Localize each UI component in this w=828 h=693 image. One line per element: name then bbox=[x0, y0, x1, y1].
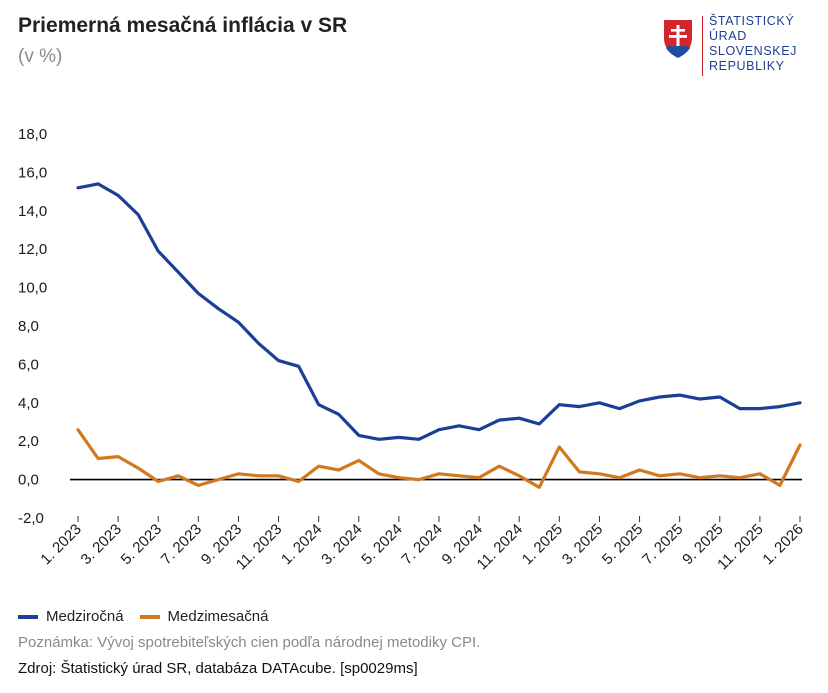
x-tick-label: 1. 2023 bbox=[37, 521, 84, 568]
y-tick-label: 18,0 bbox=[18, 126, 47, 143]
logo-line: ŠTATISTICKÝ bbox=[709, 14, 795, 28]
x-tick-label: 3. 2025 bbox=[559, 521, 606, 568]
logo-line: ÚRAD bbox=[709, 29, 747, 43]
x-tick-label: 7. 2023 bbox=[158, 521, 205, 568]
series-line-medzimesacna bbox=[76, 428, 802, 489]
legend-label-mom: Medzimesačná bbox=[167, 608, 269, 625]
legend-label-yoy: Medziročná bbox=[46, 608, 124, 625]
chart-subtitle: (v %) bbox=[18, 46, 63, 67]
x-tick-label: 3. 2023 bbox=[78, 521, 125, 568]
y-tick-label: 10,0 bbox=[18, 280, 47, 297]
legend-item-yoy: Medziročná bbox=[18, 608, 124, 625]
legend-item-mom: Medzimesačná bbox=[139, 608, 269, 625]
y-tick-label: -2,0 bbox=[18, 510, 44, 527]
logo-line: SLOVENSKEJ bbox=[709, 44, 797, 58]
x-tick-label: 1. 2024 bbox=[278, 521, 325, 568]
y-tick-label: 12,0 bbox=[18, 241, 47, 258]
y-tick-label: 16,0 bbox=[18, 164, 47, 181]
x-tick-label: 5. 2025 bbox=[599, 521, 646, 568]
logo-line: REPUBLIKY bbox=[709, 59, 785, 73]
y-tick-label: 6,0 bbox=[18, 356, 39, 373]
legend-swatch-yoy bbox=[18, 614, 38, 619]
x-tick-label: 7. 2024 bbox=[398, 521, 445, 568]
logo-text: ŠTATISTICKÝ ÚRAD SLOVENSKEJ REPUBLIKY bbox=[709, 14, 797, 74]
x-tick-label: 7. 2025 bbox=[639, 521, 686, 568]
legend-swatch-mom bbox=[139, 614, 160, 619]
logo-divider bbox=[702, 16, 703, 76]
x-tick-label: 5. 2024 bbox=[358, 521, 405, 568]
x-tick-label: 1. 2025 bbox=[519, 521, 566, 568]
x-tick-label: 1. 2026 bbox=[759, 521, 806, 568]
chart-note: Poznámka: Vývoj spotrebiteľských cien po… bbox=[18, 634, 481, 651]
y-tick-label: 2,0 bbox=[18, 433, 39, 450]
chart-legend: Medziročná Medzimesačná bbox=[18, 608, 284, 625]
y-tick-label: 4,0 bbox=[18, 395, 39, 412]
statistical-office-logo: ŠTATISTICKÝ ÚRAD SLOVENSKEJ REPUBLIKY bbox=[662, 14, 822, 78]
y-tick-label: 8,0 bbox=[18, 318, 39, 335]
y-tick-label: 14,0 bbox=[18, 203, 47, 220]
x-tick-label: 5. 2023 bbox=[118, 521, 165, 568]
slovak-coat-of-arms-icon bbox=[664, 20, 692, 58]
inflation-line-chart: -2,0 0,0 2,0 4,0 6,0 8,0 10,0 12,0 14,0 16,0 18,0 1… bbox=[18, 126, 807, 573]
y-tick-label: 0,0 bbox=[18, 472, 39, 489]
chart-source: Zdroj: Štatistický úrad SR, databáza DAT… bbox=[18, 660, 418, 677]
series-line-medzirocna bbox=[76, 182, 802, 441]
chart-title: Priemerná mesačná inflácia v SR bbox=[18, 14, 348, 37]
x-tick-label: 3. 2024 bbox=[318, 521, 365, 568]
